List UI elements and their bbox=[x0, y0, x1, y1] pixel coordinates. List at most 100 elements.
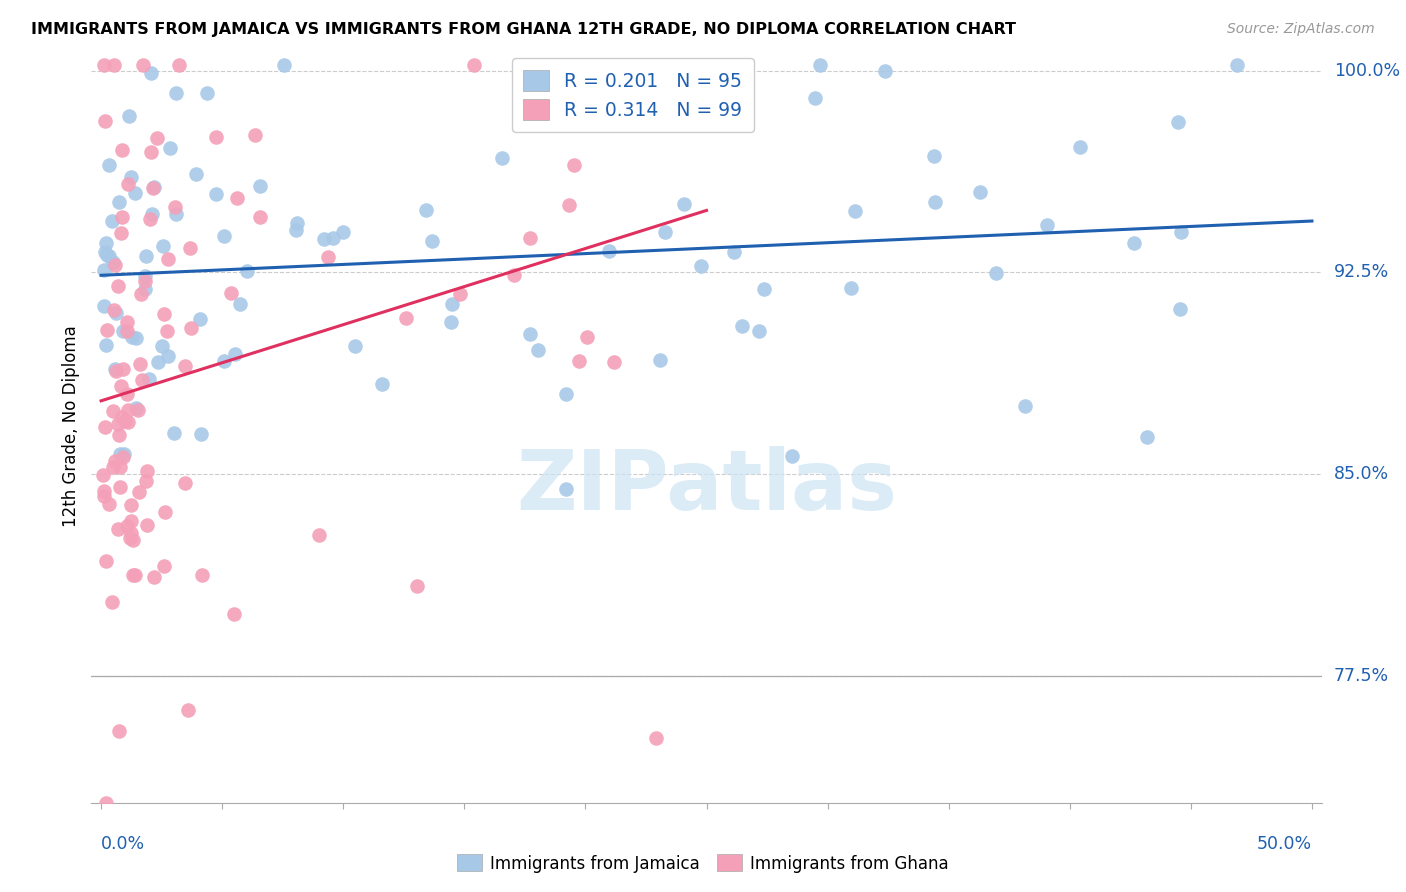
Point bbox=[110, 480, 132, 494]
Point bbox=[190, 568, 212, 582]
Point bbox=[103, 303, 125, 318]
Text: 50.0%: 50.0% bbox=[1257, 835, 1312, 853]
Point bbox=[986, 266, 1008, 280]
Point bbox=[114, 414, 136, 428]
Point bbox=[108, 459, 131, 474]
Point bbox=[212, 354, 235, 368]
Point bbox=[527, 343, 550, 357]
Point bbox=[101, 213, 124, 227]
Point bbox=[249, 210, 271, 224]
Point bbox=[165, 200, 187, 214]
Point bbox=[104, 454, 127, 468]
Point bbox=[139, 66, 162, 80]
Point bbox=[180, 320, 202, 334]
Point bbox=[395, 310, 418, 325]
Point bbox=[152, 238, 174, 252]
Point bbox=[138, 372, 160, 386]
Point bbox=[159, 141, 181, 155]
Point bbox=[579, 79, 602, 94]
Point bbox=[120, 170, 142, 185]
Point bbox=[94, 338, 117, 352]
Point bbox=[139, 145, 162, 160]
Point bbox=[174, 475, 197, 490]
Point bbox=[165, 207, 187, 221]
Point bbox=[111, 410, 134, 425]
Point bbox=[188, 312, 211, 326]
Point bbox=[1167, 115, 1189, 129]
Point bbox=[141, 207, 163, 221]
Point bbox=[873, 63, 896, 78]
Point bbox=[1136, 430, 1159, 444]
Point bbox=[195, 86, 218, 100]
Point bbox=[100, 595, 122, 609]
Point bbox=[165, 87, 187, 101]
Point bbox=[142, 570, 165, 584]
Point bbox=[673, 196, 696, 211]
Point bbox=[117, 415, 139, 429]
Point bbox=[103, 58, 125, 72]
Point bbox=[157, 349, 180, 363]
Point bbox=[110, 379, 132, 393]
Point bbox=[839, 281, 862, 295]
Point bbox=[134, 282, 156, 296]
Point bbox=[124, 568, 146, 582]
Point bbox=[163, 425, 186, 440]
Point bbox=[316, 250, 339, 264]
Point bbox=[112, 447, 135, 461]
Point bbox=[94, 113, 117, 128]
Point bbox=[156, 324, 179, 338]
Point bbox=[121, 567, 143, 582]
Point bbox=[104, 306, 127, 320]
Point bbox=[312, 232, 335, 246]
Point bbox=[519, 230, 541, 244]
Point bbox=[107, 522, 129, 536]
Point bbox=[179, 241, 201, 255]
Point bbox=[111, 143, 134, 157]
Point bbox=[135, 249, 157, 263]
Point bbox=[96, 323, 118, 337]
Point bbox=[689, 259, 711, 273]
Point bbox=[107, 427, 129, 442]
Text: 92.5%: 92.5% bbox=[1334, 263, 1389, 282]
Point bbox=[415, 203, 437, 218]
Point bbox=[142, 179, 165, 194]
Point bbox=[136, 464, 159, 478]
Point bbox=[118, 109, 141, 123]
Point bbox=[184, 168, 207, 182]
Point bbox=[723, 245, 745, 260]
Point bbox=[440, 297, 463, 311]
Point bbox=[519, 326, 541, 341]
Point bbox=[420, 234, 443, 248]
Point bbox=[212, 229, 235, 244]
Point bbox=[134, 268, 156, 283]
Point bbox=[134, 274, 156, 288]
Point bbox=[94, 245, 117, 260]
Point bbox=[645, 731, 668, 745]
Point bbox=[148, 355, 170, 369]
Point bbox=[167, 58, 190, 72]
Point bbox=[117, 324, 139, 338]
Point bbox=[138, 211, 160, 226]
Point bbox=[101, 255, 124, 269]
Point bbox=[599, 58, 621, 72]
Text: 100.0%: 100.0% bbox=[1334, 62, 1400, 79]
Point bbox=[502, 268, 524, 282]
Point bbox=[243, 128, 266, 142]
Point bbox=[104, 364, 127, 378]
Point bbox=[128, 485, 150, 500]
Point bbox=[93, 467, 115, 482]
Point bbox=[1035, 218, 1057, 232]
Point bbox=[107, 417, 129, 431]
Point bbox=[96, 796, 118, 810]
Point bbox=[1168, 301, 1191, 316]
Point bbox=[205, 186, 228, 201]
Point bbox=[1170, 225, 1192, 239]
Point bbox=[111, 324, 134, 338]
Point bbox=[142, 181, 165, 195]
Point bbox=[108, 724, 131, 739]
Point bbox=[93, 483, 115, 498]
Point bbox=[101, 460, 124, 475]
Point bbox=[748, 324, 770, 338]
Point bbox=[598, 244, 620, 258]
Point bbox=[104, 362, 127, 376]
